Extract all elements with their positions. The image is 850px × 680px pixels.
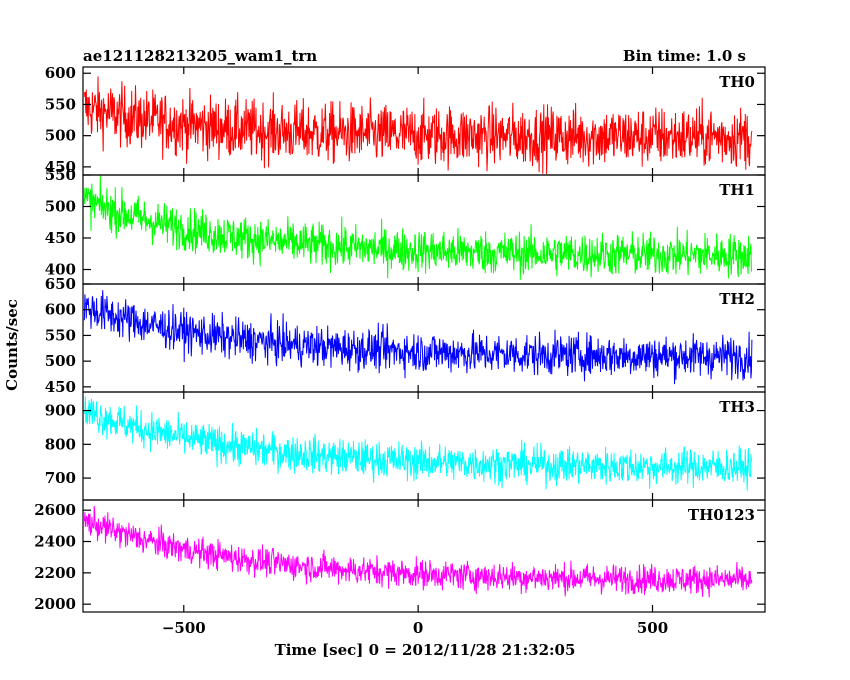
y-tick-label: 450: [45, 378, 76, 396]
y-tick-label: 500: [45, 127, 76, 145]
panel-label: TH0123: [688, 506, 755, 524]
panel-label: TH2: [719, 290, 755, 308]
panels-group: 450 500 550 600 TH0 400 450 500 550 TH1 450 500 550 6…: [34, 64, 766, 613]
y-tick-label: 500: [45, 198, 76, 216]
x-tick-label: 500: [637, 619, 668, 637]
y-tick-label: 450: [45, 229, 76, 247]
panel-label: TH3: [719, 398, 755, 416]
y-tick-label: 550: [45, 166, 76, 184]
y-tick-label: 2600: [34, 501, 76, 519]
panel-label: TH0: [719, 73, 755, 91]
series-th3: [83, 396, 753, 491]
x-tick-label: 0: [413, 619, 423, 637]
y-tick-label: 2000: [34, 595, 76, 613]
y-tick-label: 800: [45, 435, 76, 453]
y-tick-label: 550: [45, 326, 76, 344]
panel-th2: 450 500 550 600 650 TH2: [45, 275, 766, 396]
y-tick-label: 900: [45, 402, 76, 420]
series-th1: [83, 175, 753, 280]
y-tick-label: 2200: [34, 564, 76, 582]
panel-th0123: 2000 2200 2400 2600 TH0123: [34, 499, 766, 613]
y-tick-label: 400: [45, 261, 76, 279]
y-tick-label: 700: [45, 469, 76, 487]
y-axis-label: Counts/sec: [3, 299, 21, 391]
y-tick-label: 450: [45, 158, 76, 176]
series-th0: [83, 76, 753, 175]
series-th0123: [83, 505, 753, 598]
x-axis: −500 0 500: [162, 619, 668, 637]
y-tick-label: 600: [45, 64, 76, 82]
y-tick-label: 600: [45, 301, 76, 319]
x-axis-label: Time [sec] 0 = 2012/11/28 21:32:05: [275, 641, 576, 659]
y-tick-label: 650: [45, 275, 76, 293]
panel-th1: 400 450 500 550 TH1: [45, 166, 766, 285]
panel-th0: 450 500 550 600 TH0: [45, 64, 766, 176]
chart-title: ae121128213205_wam1_trn: [83, 47, 317, 65]
x-tick-label: −500: [162, 619, 206, 637]
series-th2: [83, 290, 753, 385]
panel-label: TH1: [719, 181, 755, 199]
y-tick-label: 500: [45, 352, 76, 370]
bin-time-label: Bin time: 1.0 s: [623, 47, 746, 65]
panel-frame: [82, 499, 766, 613]
y-tick-label: 2400: [34, 533, 76, 551]
panel-th3: 700 800 900 TH3: [45, 391, 766, 501]
y-tick-label: 550: [45, 95, 76, 113]
